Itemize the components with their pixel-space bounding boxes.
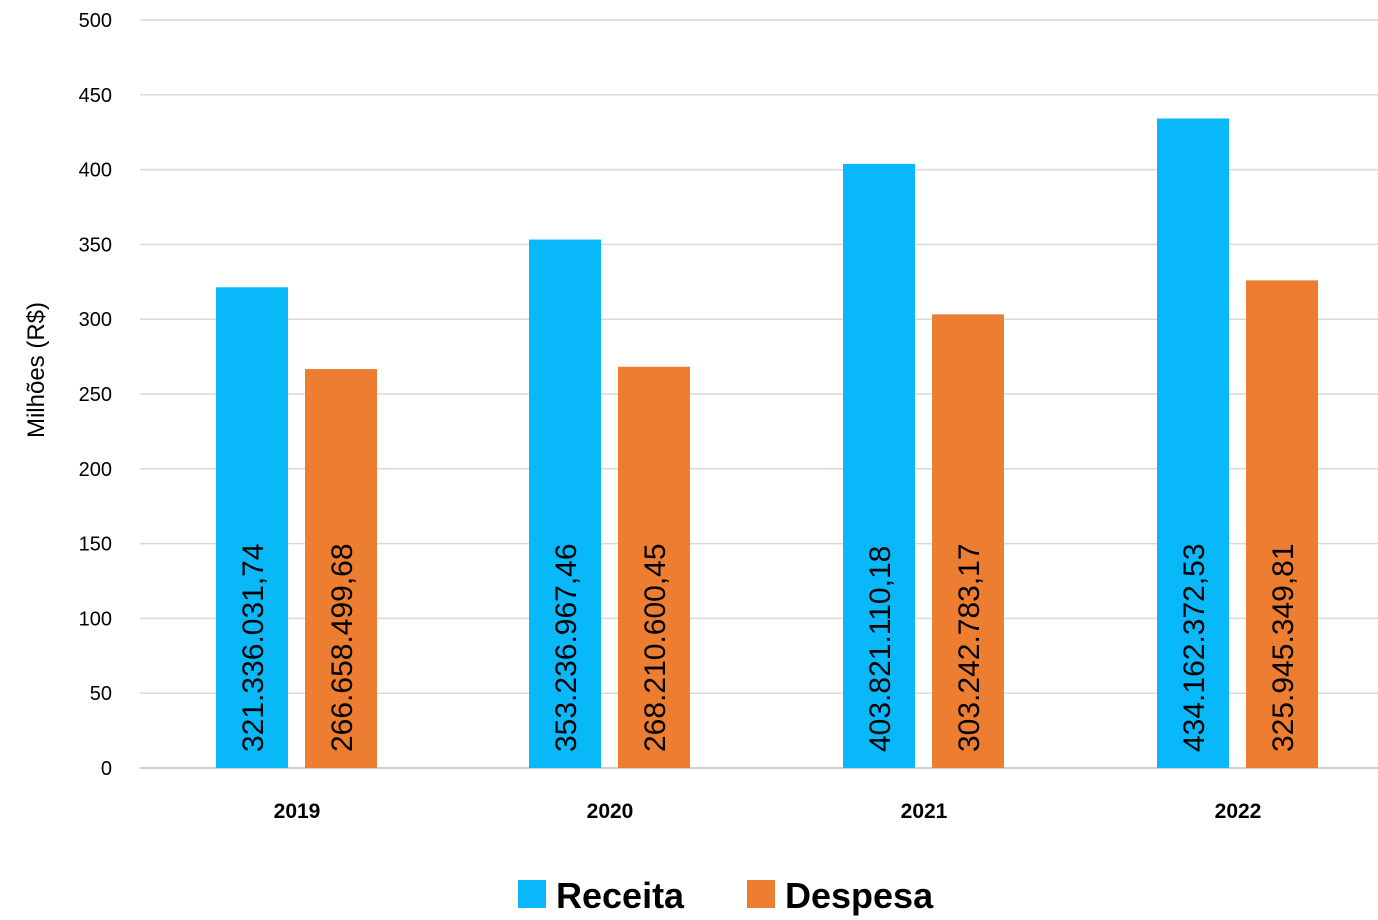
- bar-despesa-2020: [618, 366, 690, 768]
- y-tick-label: 200: [79, 459, 112, 481]
- y-axis-label: Milhões (R$): [23, 302, 50, 438]
- bar-despesa-2021: [932, 314, 1004, 768]
- legend: Receita Despesa: [518, 875, 934, 916]
- x-category-label: 2022: [1215, 800, 1262, 823]
- legend-swatch-despesa: [747, 880, 775, 908]
- data-label-despesa-2021: 303.242.783,17: [953, 543, 986, 752]
- data-label-despesa-2022: 325.945.349,81: [1267, 543, 1300, 752]
- y-tick-label: 100: [79, 608, 112, 630]
- x-axis-categories: 2019 2020 2021 2022: [274, 800, 1262, 823]
- y-axis-ticks: 0 50 100 150 200 250 300 350 400 450 500: [79, 10, 112, 780]
- legend-label-despesa: Despesa: [785, 875, 934, 916]
- bars: 321.336.031,74 266.658.499,68 353.236.967,…: [216, 118, 1318, 769]
- y-tick-label: 50: [90, 683, 112, 705]
- bar-receita-2019: [216, 287, 288, 768]
- y-tick-label: 350: [79, 234, 112, 256]
- y-tick-label: 0: [101, 758, 112, 780]
- data-label-despesa-2020: 268.210.600,45: [639, 543, 672, 752]
- data-label-receita-2020: 353.236.967,46: [550, 543, 583, 752]
- y-tick-label: 300: [79, 309, 112, 331]
- bar-receita-2022: [1157, 118, 1229, 768]
- y-tick-label: 400: [79, 160, 112, 182]
- x-category-label: 2021: [901, 800, 948, 823]
- y-tick-label: 450: [79, 85, 112, 107]
- data-label-receita-2021: 403.821.110,18: [864, 546, 897, 752]
- bar-despesa-2022: [1246, 280, 1318, 768]
- legend-label-receita: Receita: [556, 875, 685, 916]
- y-tick-label: 500: [79, 10, 112, 32]
- x-category-label: 2019: [274, 800, 321, 823]
- y-tick-label: 250: [79, 384, 112, 406]
- x-category-label: 2020: [587, 800, 634, 823]
- data-label-despesa-2019: 266.658.499,68: [326, 543, 359, 752]
- data-label-receita-2019: 321.336.031,74: [237, 543, 270, 752]
- bar-receita-2020: [529, 239, 601, 768]
- legend-swatch-receita: [518, 880, 546, 908]
- bar-despesa-2019: [305, 369, 377, 768]
- data-label-receita-2022: 434.162.372,53: [1178, 543, 1211, 752]
- y-tick-label: 150: [79, 534, 112, 556]
- bar-receita-2021: [843, 163, 915, 769]
